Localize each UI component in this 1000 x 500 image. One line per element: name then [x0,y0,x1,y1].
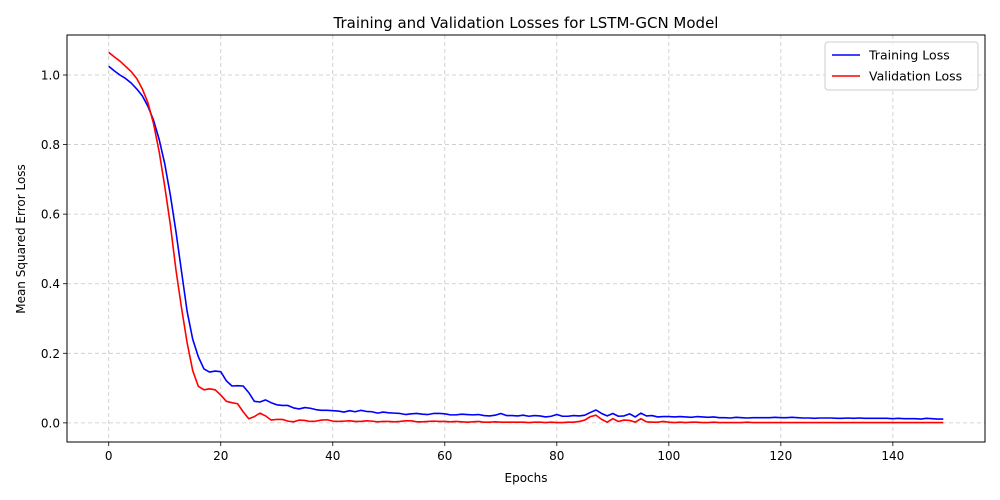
x-tick-label: 20 [213,449,228,463]
legend-label-validation: Validation Loss [869,69,962,84]
x-tick-label: 80 [549,449,564,463]
x-tick-label: 120 [769,449,792,463]
y-axis-label: Mean Squared Error Loss [14,164,28,314]
x-tick-label: 100 [657,449,680,463]
y-tick-label: 0.4 [41,277,60,291]
y-tick-label: 0.0 [41,416,60,430]
x-tick-label: 140 [881,449,904,463]
validation-loss-line [108,51,944,424]
y-tick-label: 0.2 [41,347,60,361]
training-loss-line [108,65,944,420]
legend-box [824,41,979,91]
y-axis-ticks: 0.0 0.2 0.4 0.6 0.8 1.0 [41,69,67,430]
y-tick-label: 0.8 [41,138,60,152]
x-tick-label: 60 [437,449,452,463]
series-layer [108,51,944,424]
chart-title: Training and Validation Losses for LSTM-… [333,14,719,32]
y-tick-label: 0.6 [41,208,60,222]
x-tick-label: 0 [105,449,113,463]
x-tick-label: 40 [325,449,340,463]
x-axis-label: Epochs [505,471,548,485]
legend-label-training: Training Loss [868,48,950,63]
x-axis-ticks: 0 20 40 60 80 100 120 140 [105,442,904,463]
y-tick-label: 1.0 [41,69,60,83]
legend: Training Loss Validation Loss [824,41,979,91]
plot-frame [66,34,986,443]
